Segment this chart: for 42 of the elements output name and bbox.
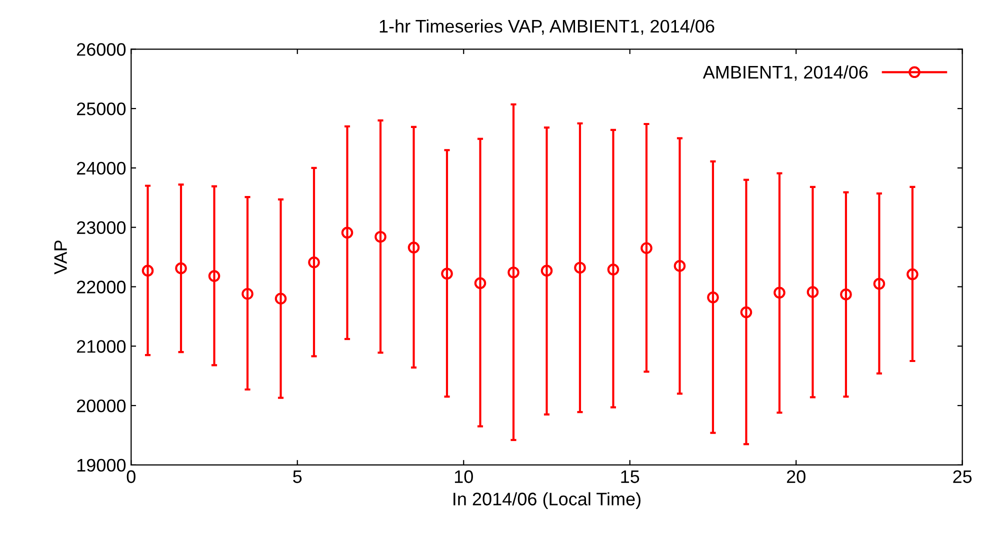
x-tick-label: 20 <box>786 470 806 484</box>
point <box>607 264 620 276</box>
x-tick-label: 25 <box>953 470 972 484</box>
point <box>242 288 254 300</box>
point <box>142 264 154 277</box>
point <box>441 268 453 280</box>
y-tick-label: 24000 <box>76 162 126 175</box>
point <box>640 242 652 254</box>
point <box>508 266 520 278</box>
point <box>906 268 918 280</box>
y-tick-label: 23000 <box>76 221 126 234</box>
point <box>274 292 287 305</box>
point <box>707 292 719 304</box>
point <box>208 270 220 282</box>
point <box>408 242 420 254</box>
point <box>740 306 752 318</box>
x-axis-title: In 2014/06 (Local Time) <box>454 492 640 510</box>
point <box>774 286 786 299</box>
y-axis-title: VAP <box>54 240 67 274</box>
point <box>175 262 187 274</box>
point <box>474 277 486 290</box>
chart-title: 1-hr Timeseries VAP, AMBIENT1, 2014/06 <box>380 19 714 35</box>
point <box>374 230 386 243</box>
y-tick-label: 25000 <box>76 102 126 116</box>
point <box>540 264 553 277</box>
x-tick-label: 10 <box>454 470 473 484</box>
point <box>574 262 586 274</box>
x-tick-label: 0 <box>126 470 136 484</box>
point <box>840 288 852 300</box>
point <box>674 260 686 272</box>
y-tick-label: 26000 <box>76 43 126 56</box>
legend-label: AMBIENT1, 2014/06 <box>702 65 868 81</box>
x-tick-label: 5 <box>293 470 302 484</box>
x-tick-label: 15 <box>621 470 640 484</box>
y-tick-label: 19000 <box>77 458 126 472</box>
point <box>806 286 819 298</box>
point <box>308 256 320 268</box>
y-tick-label: 21000 <box>76 340 126 353</box>
y-tick-label: 20000 <box>76 399 126 412</box>
point <box>873 278 886 290</box>
y-tick-label: 22000 <box>76 280 126 294</box>
point <box>341 226 354 239</box>
